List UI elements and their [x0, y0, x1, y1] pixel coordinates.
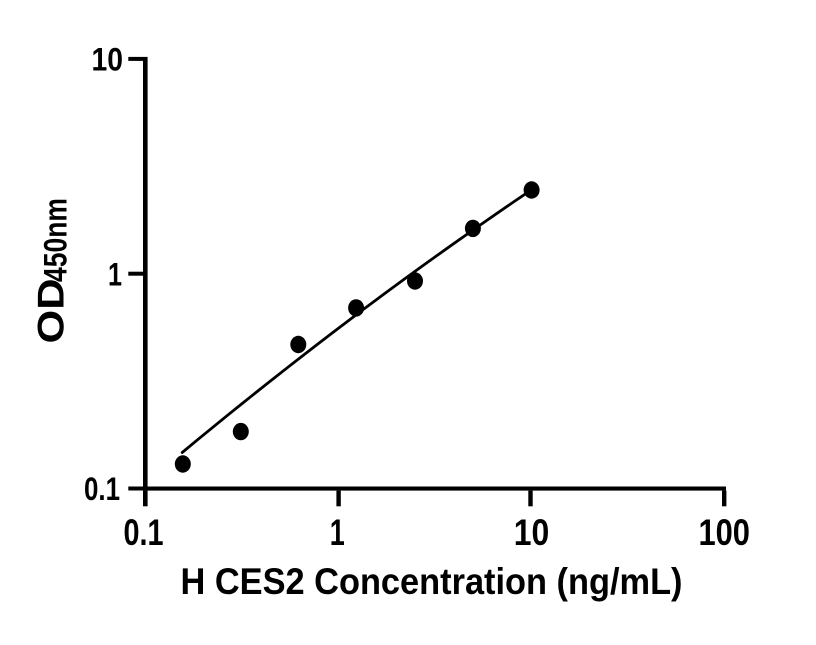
svg-text:0.1: 0.1: [84, 471, 120, 507]
svg-text:1: 1: [330, 511, 345, 553]
svg-text:1: 1: [108, 256, 122, 292]
svg-text:10: 10: [92, 41, 124, 77]
svg-text:H CES2 Concentration (ng/mL): H CES2 Concentration (ng/mL): [181, 561, 683, 602]
svg-text:10: 10: [514, 511, 550, 553]
svg-text:100: 100: [698, 511, 750, 553]
svg-text:OD450nm: OD450nm: [30, 198, 73, 344]
svg-text:0.1: 0.1: [124, 511, 164, 553]
